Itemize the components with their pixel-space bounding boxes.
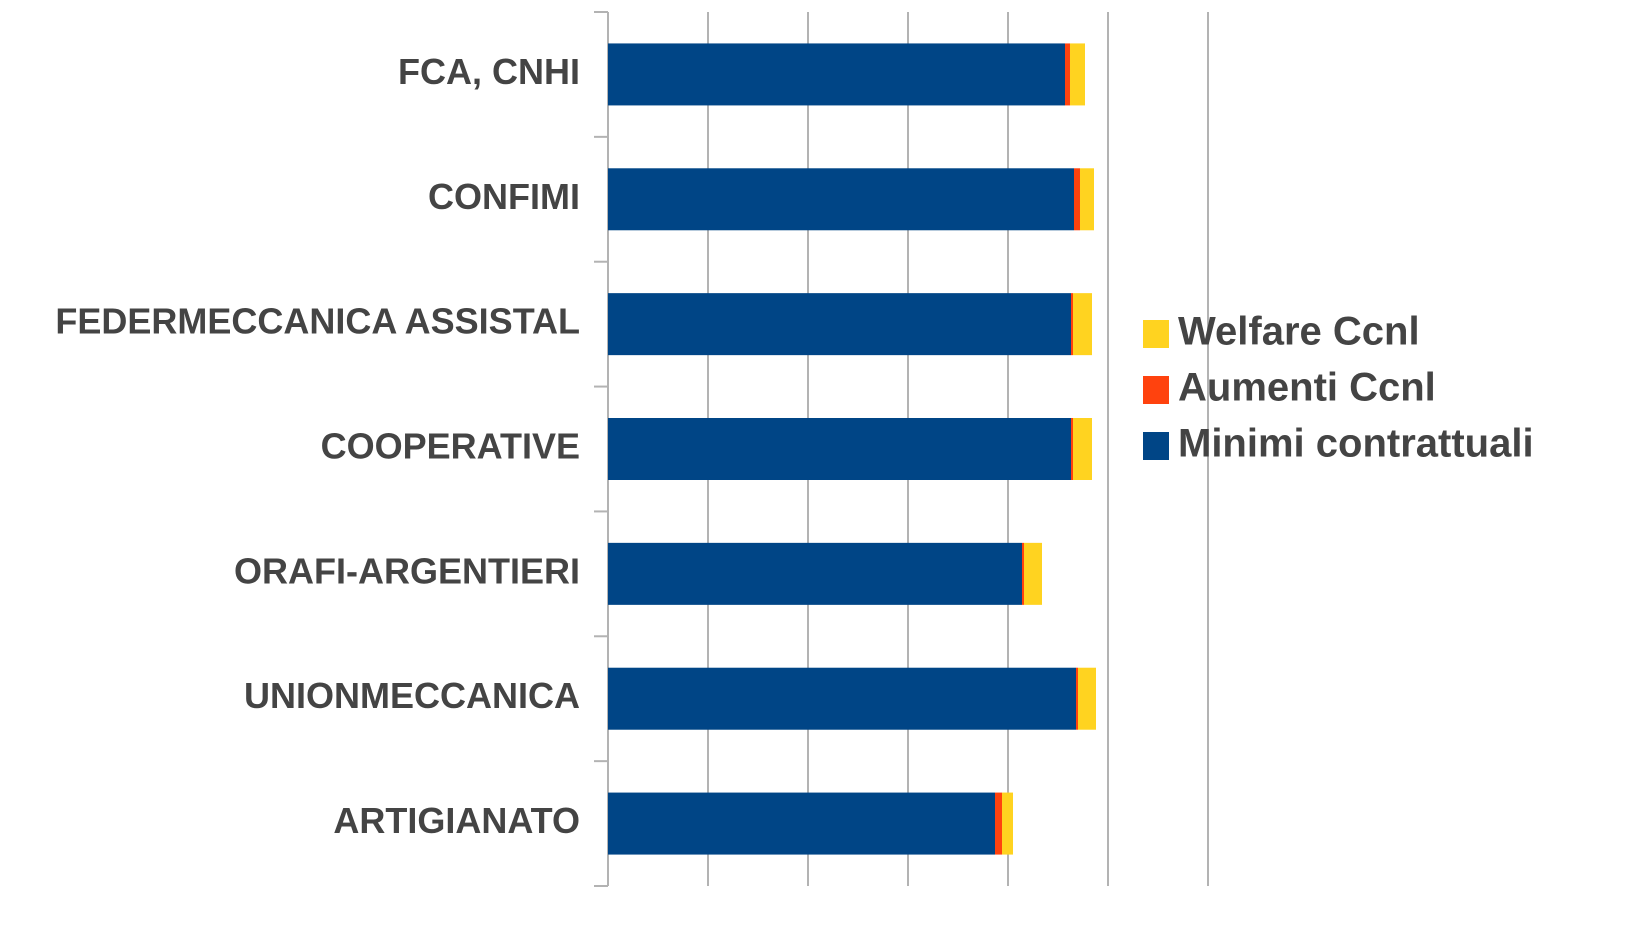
bar-segment	[608, 542, 1022, 605]
y-tick-label: FCA, CNHI	[398, 51, 580, 92]
bar-segment	[1065, 43, 1070, 106]
bar-segment	[608, 168, 1074, 231]
y-tick-label: COOPERATIVE	[321, 426, 580, 467]
y-tick-label: FEDERMECCANICA ASSISTAL	[55, 301, 580, 342]
legend-label: Minimi contrattuali	[1178, 422, 1534, 466]
legend-label: Welfare Ccnl	[1178, 310, 1420, 354]
bar-segment	[608, 418, 1071, 480]
y-tick-label: ORAFI-ARGENTIERI	[234, 550, 580, 591]
legend-swatch	[1143, 376, 1169, 404]
bar-segment	[1002, 792, 1013, 855]
bar-segment	[995, 792, 1002, 855]
y-tick-label: ARTIGIANATO	[333, 800, 580, 841]
bar-segment	[1070, 43, 1085, 106]
y-tick-label: CONFIMI	[428, 176, 580, 217]
bar-segment	[1078, 667, 1096, 730]
y-tick-label: UNIONMECCANICA	[244, 675, 580, 716]
bar-segment	[1073, 418, 1092, 480]
legend-swatch	[1143, 432, 1169, 460]
legend-label: Aumenti Ccnl	[1178, 366, 1436, 410]
bar-segment	[608, 792, 995, 855]
bar-segment	[1071, 293, 1073, 356]
bar-segment	[1074, 168, 1080, 231]
bar-segment	[1080, 168, 1094, 231]
bar-segment	[608, 667, 1076, 730]
bar-segment	[1022, 542, 1024, 605]
bar-segment	[1076, 667, 1078, 730]
bar-segment	[1024, 542, 1042, 605]
bar-segment	[608, 43, 1065, 106]
bar-segment	[1073, 293, 1092, 356]
legend-swatch	[1143, 320, 1169, 348]
bar-segment	[1071, 418, 1073, 480]
bar-segment	[608, 293, 1071, 356]
